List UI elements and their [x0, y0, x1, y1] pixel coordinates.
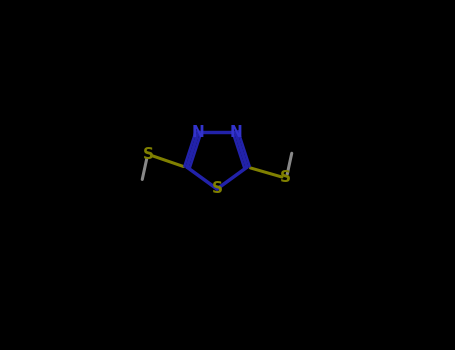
Text: S: S	[143, 147, 154, 162]
Text: S: S	[212, 182, 222, 196]
Text: S: S	[280, 170, 291, 185]
Text: N: N	[192, 125, 205, 140]
Text: N: N	[229, 125, 242, 140]
